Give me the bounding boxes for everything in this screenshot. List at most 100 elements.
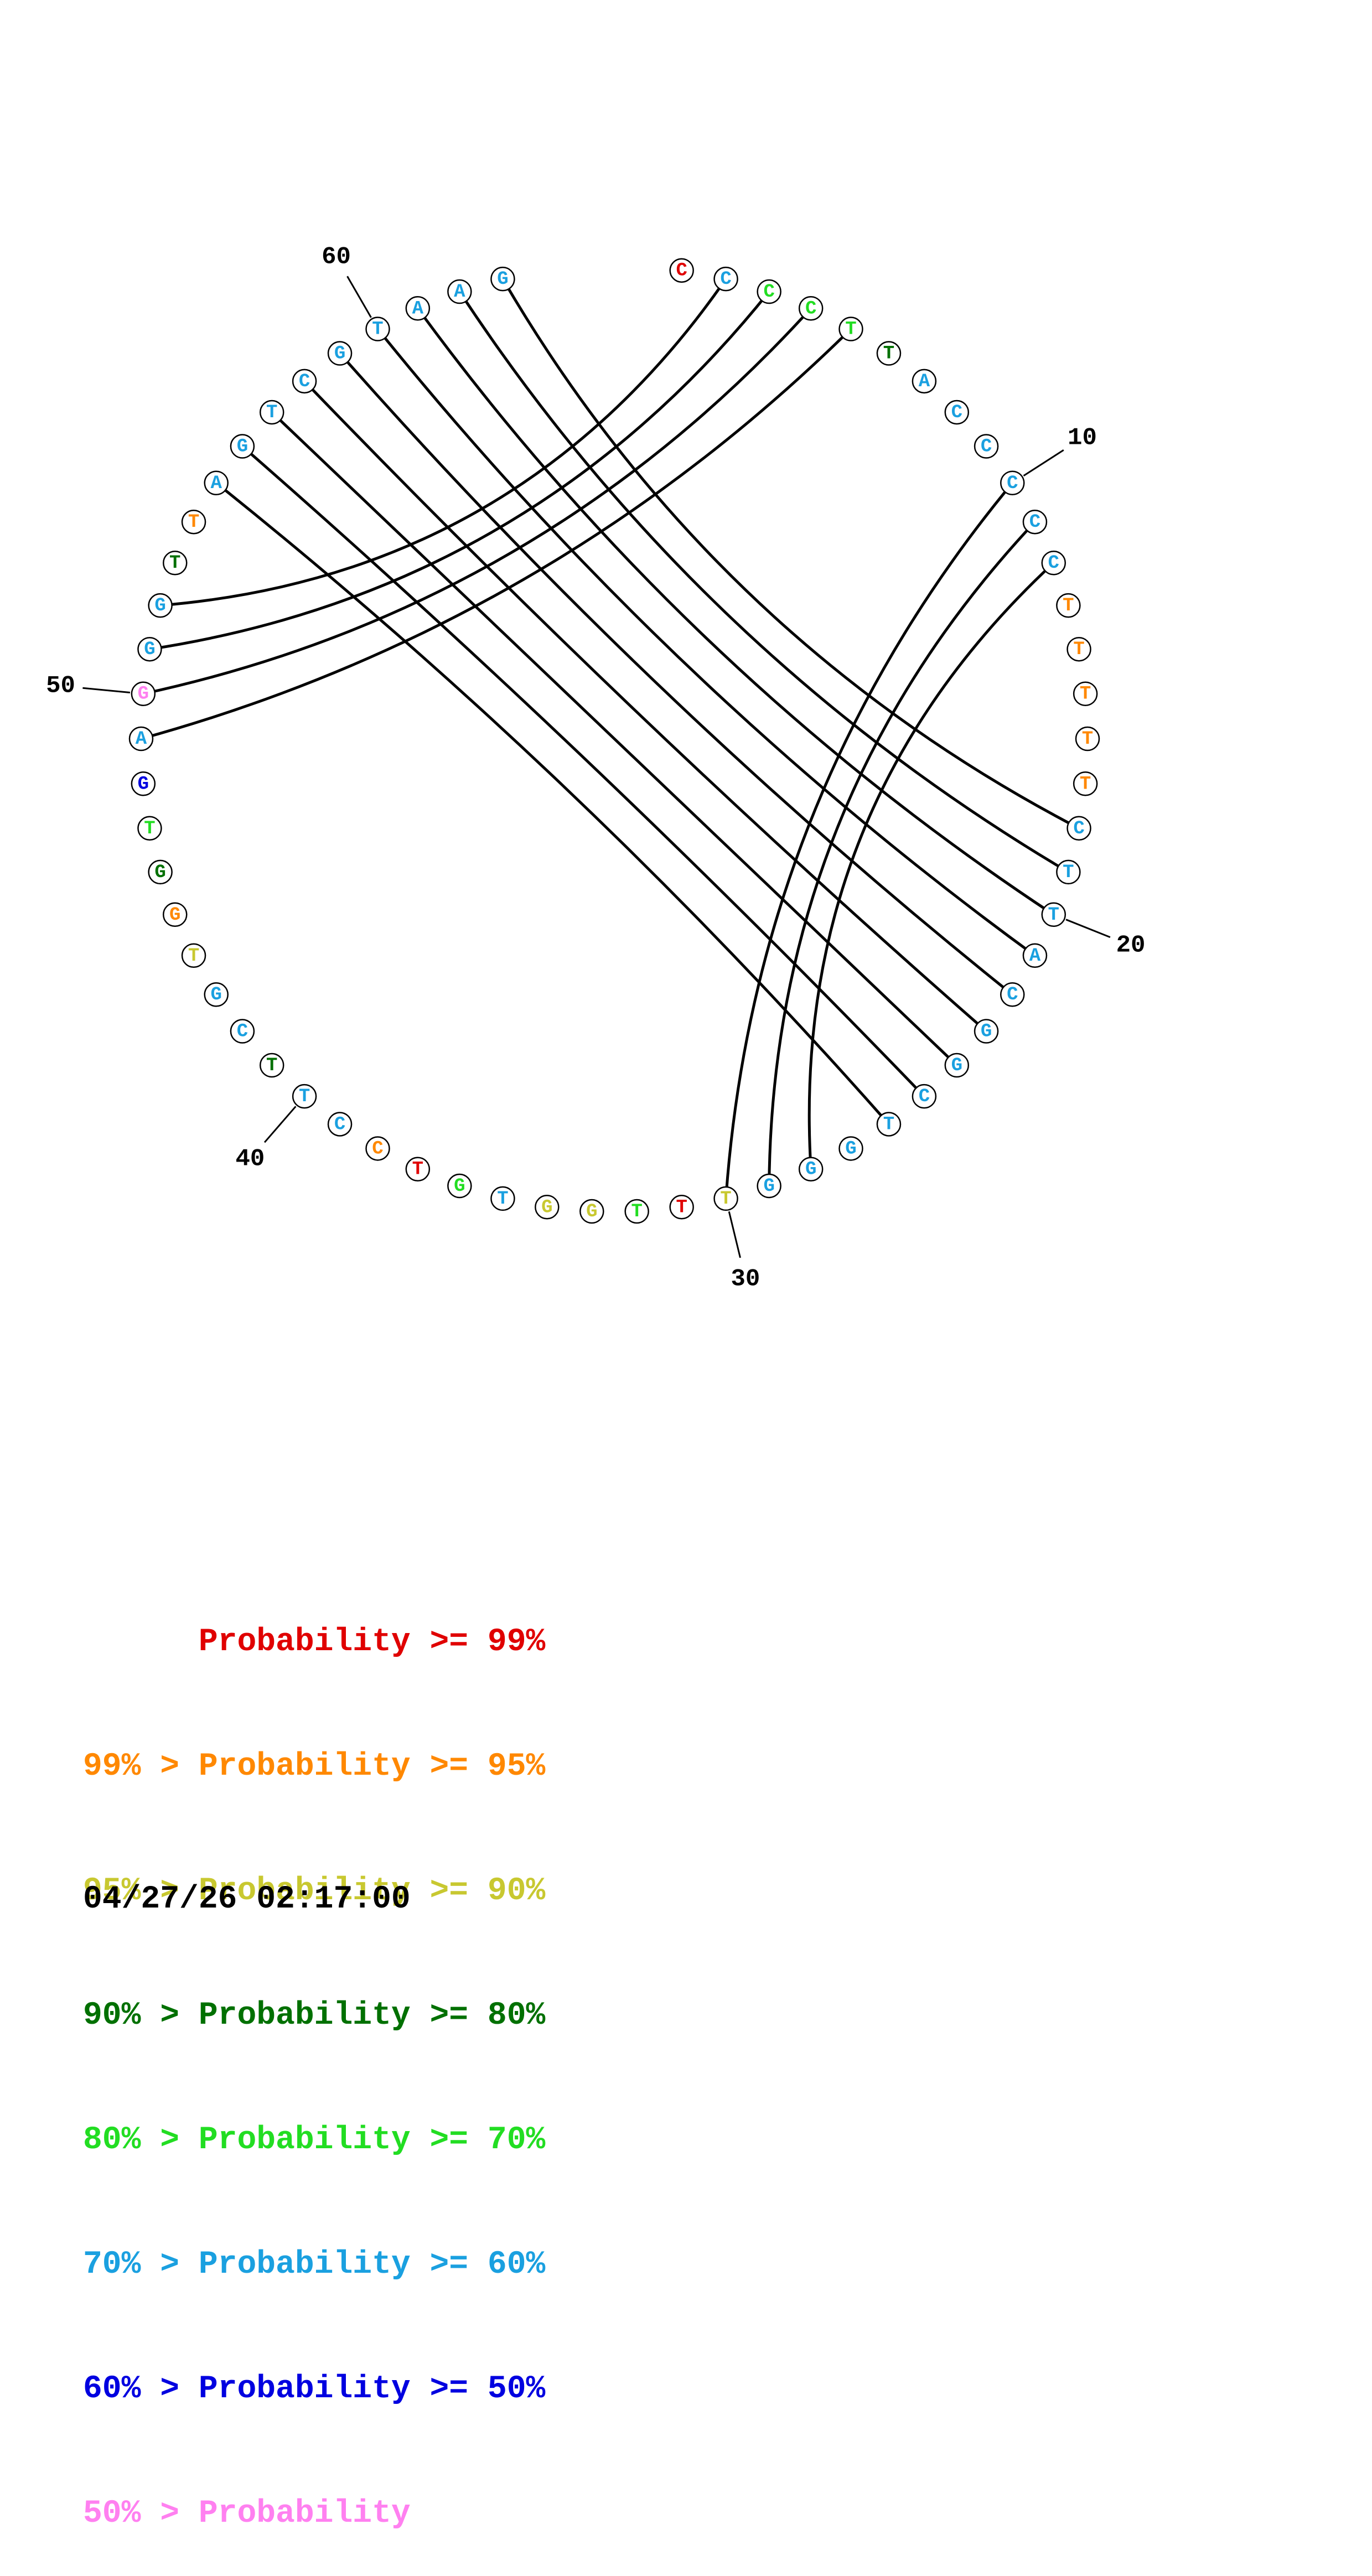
position-label: 30 bbox=[731, 1266, 760, 1293]
nucleotide: A bbox=[128, 726, 154, 751]
position-tick bbox=[1065, 919, 1111, 939]
nucleotide-letter: C bbox=[763, 282, 774, 303]
pair-arc bbox=[143, 307, 812, 696]
pair-arc bbox=[149, 291, 770, 651]
nucleotide-circle bbox=[1073, 771, 1098, 796]
nucleotide-letter: C bbox=[981, 436, 992, 457]
nucleotide-circle bbox=[798, 1157, 824, 1181]
nucleotide-letter: G bbox=[237, 436, 248, 457]
nucleotide-circle bbox=[1000, 982, 1025, 1007]
legend-row-text: 80% > Probability >= 70% bbox=[83, 2122, 546, 2158]
position-ticks: 10 20 30 40 50 60 bbox=[46, 243, 1145, 1293]
nucleotide-circle bbox=[876, 341, 902, 366]
nucleotide: C bbox=[1000, 982, 1025, 1007]
nucleotide: C bbox=[757, 279, 781, 304]
nucleotide: T bbox=[181, 509, 206, 535]
nucleotide: T bbox=[162, 550, 188, 576]
nucleotide: G bbox=[131, 681, 156, 706]
nucleotide-letter: G bbox=[981, 1022, 992, 1043]
nucleotide-letter: T bbox=[299, 1086, 310, 1107]
pair-arc bbox=[141, 328, 852, 740]
nucleotide-letter: A bbox=[136, 729, 147, 750]
nucleotide: C bbox=[327, 1112, 353, 1137]
nucleotide: C bbox=[1066, 816, 1091, 841]
nucleotide-letter: G bbox=[334, 344, 345, 365]
pair-arc bbox=[501, 278, 1080, 830]
nucleotide-letter: C bbox=[919, 1086, 930, 1107]
nucleotide-letter: G bbox=[138, 684, 149, 705]
nucleotide-circle bbox=[327, 341, 353, 366]
nucleotide-circle bbox=[181, 509, 206, 535]
nucleotide-circle bbox=[838, 1136, 863, 1161]
nucleotide-letter: C bbox=[372, 1138, 383, 1159]
nucleotide-circle bbox=[974, 434, 999, 459]
nucleotide-letter: C bbox=[334, 1114, 345, 1135]
nucleotide-circle bbox=[259, 1053, 284, 1078]
nucleotide-letter: C bbox=[805, 298, 816, 319]
nucleotide-letter: T bbox=[845, 319, 856, 340]
position-label: 40 bbox=[235, 1146, 265, 1173]
nucleotide-circle bbox=[1075, 726, 1100, 751]
nucleotide: A bbox=[447, 279, 472, 304]
nucleotide-letter: T bbox=[1048, 905, 1059, 926]
legend-row-text: 99% > Probability >= 95% bbox=[83, 1749, 546, 1785]
nucleotide: T bbox=[365, 317, 390, 341]
position-tick bbox=[263, 1106, 297, 1143]
nucleotide: T bbox=[838, 317, 863, 341]
nucleotide-circle bbox=[1000, 470, 1025, 496]
pair-arc bbox=[376, 328, 1036, 957]
nucleotide-circle bbox=[624, 1199, 649, 1224]
nucleotide-letter: T bbox=[169, 553, 180, 574]
nucleotide-letter: G bbox=[138, 774, 149, 795]
nucleotide-circle bbox=[944, 400, 970, 425]
nucleotide-circle bbox=[669, 1195, 694, 1220]
nucleotide: T bbox=[1075, 726, 1100, 751]
nucleotide-circle bbox=[292, 1084, 317, 1109]
nucleotide-letter: T bbox=[1073, 639, 1084, 660]
nucleotide: G bbox=[490, 266, 515, 292]
nucleotide-circle bbox=[128, 726, 154, 751]
legend-row-text: 90% > Probability >= 80% bbox=[83, 1998, 546, 2034]
nucleotide-letter: G bbox=[763, 1176, 774, 1197]
legend-row: 99% > Probability >= 95% bbox=[83, 1746, 545, 1787]
pair-arc bbox=[303, 380, 987, 1033]
nucleotide-letter: C bbox=[676, 261, 687, 282]
nucleotide-letter: C bbox=[1007, 473, 1018, 494]
nucleotide-circle bbox=[148, 859, 173, 885]
nucleotide: T bbox=[259, 1053, 284, 1078]
position-label: 50 bbox=[46, 672, 75, 699]
nucleotide-circle bbox=[327, 1112, 353, 1137]
nucleotide: T bbox=[1073, 771, 1098, 796]
nucleotide: T bbox=[137, 816, 162, 841]
legend-row: Probability >= 99% bbox=[83, 1621, 546, 1663]
nucleotide: C bbox=[798, 296, 824, 321]
timestamp: 04/27/26 02:17:00 bbox=[83, 1882, 411, 1917]
nucleotide-circle bbox=[137, 636, 162, 662]
nucleotide-circle bbox=[447, 279, 472, 304]
nucleotide-letter: T bbox=[631, 1201, 642, 1222]
nucleotide-circle bbox=[204, 470, 229, 496]
nucleotide-circle bbox=[713, 266, 738, 292]
position-tick bbox=[728, 1211, 741, 1258]
nucleotide: A bbox=[912, 369, 937, 394]
nucleotide-letter: C bbox=[299, 371, 310, 392]
nucleotide-letter: T bbox=[883, 344, 894, 365]
nucleotide-circle bbox=[1073, 681, 1098, 706]
pair-arc bbox=[724, 482, 1014, 1199]
nucleotide-letter: T bbox=[720, 1189, 731, 1210]
nucleotide: G bbox=[579, 1199, 604, 1224]
nucleotide-letter: C bbox=[1007, 984, 1018, 1005]
nucleotide: T bbox=[181, 943, 206, 968]
nucleotide: G bbox=[944, 1053, 970, 1078]
pair-arc bbox=[339, 352, 1013, 996]
nucleotide-letter: G bbox=[805, 1159, 816, 1180]
position-label: 20 bbox=[1116, 932, 1146, 960]
nucleotide-letter: T bbox=[188, 512, 199, 533]
nucleotide-letter: T bbox=[188, 946, 199, 967]
nucleotide-letter: T bbox=[1080, 774, 1091, 795]
pair-arc bbox=[768, 521, 1036, 1186]
nucleotide-letter: G bbox=[951, 1055, 962, 1076]
nucleotide-circle bbox=[148, 593, 173, 618]
nucleotide: T bbox=[1041, 902, 1066, 927]
nucleotide-letter: T bbox=[266, 1055, 277, 1076]
